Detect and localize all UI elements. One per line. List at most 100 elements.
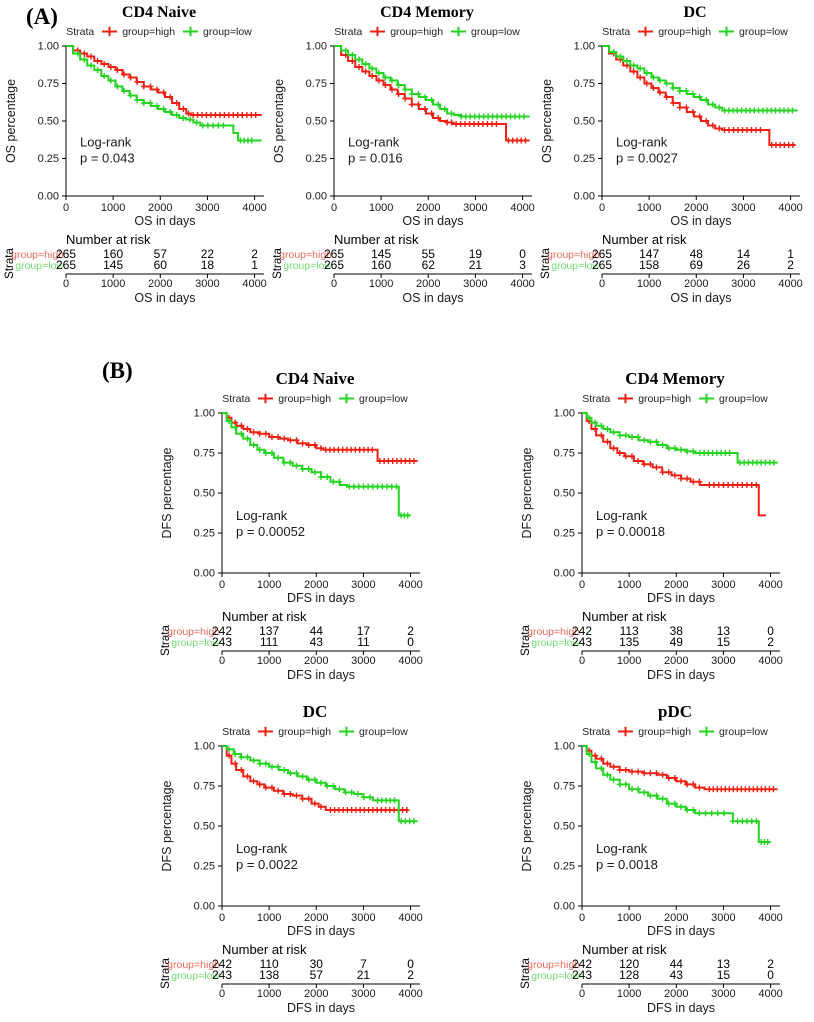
svg-text:0.75: 0.75 <box>306 78 327 90</box>
plus-marker-icon <box>370 26 386 37</box>
chart-legend: Strata group=high group=low <box>158 723 426 740</box>
km-plot: 0.00 0.25 0.50 0.75 1.00 0 1000 2000 3000 4000 DFS… <box>158 407 426 687</box>
risk-strata-label: Strata <box>520 958 532 989</box>
risk-count: 30 <box>310 957 324 971</box>
svg-text:p = 0.00018: p = 0.00018 <box>596 524 665 539</box>
risk-x-axis-label: DFS in days <box>287 668 355 682</box>
svg-text:0.00: 0.00 <box>194 568 215 580</box>
km-chart-dc: DC Strata group=high group=low 0.00 0.25 0… <box>538 2 806 310</box>
x-axis-label: DFS in days <box>287 924 355 938</box>
censor-marks-low <box>74 50 255 144</box>
svg-text:0.75: 0.75 <box>38 78 59 90</box>
legend-label: group=low <box>739 25 788 38</box>
svg-text:2000: 2000 <box>148 202 172 214</box>
x-axis <box>65 195 264 200</box>
risk-count: 0 <box>767 968 774 982</box>
risk-count: 138 <box>259 968 279 982</box>
svg-text:4000: 4000 <box>398 579 422 591</box>
censor-marks-low <box>586 751 771 845</box>
plus-marker-icon <box>699 726 715 737</box>
risk-x-axis-label: DFS in days <box>287 1001 355 1015</box>
x-tick-labels: 0 1000 2000 3000 4000 <box>63 202 267 214</box>
svg-text:3000: 3000 <box>711 912 735 924</box>
risk-count: 110 <box>260 957 279 971</box>
chart-title: DC <box>302 702 328 721</box>
risk-count: 21 <box>357 968 371 982</box>
svg-text:3000: 3000 <box>351 579 375 591</box>
risk-count: 265 <box>324 247 344 261</box>
risk-count: 1 <box>251 258 258 272</box>
chart-title: CD4 Naive <box>121 4 197 21</box>
svg-text:0.50: 0.50 <box>554 821 575 833</box>
svg-text:p = 0.0018: p = 0.0018 <box>596 857 658 872</box>
svg-text:0: 0 <box>579 988 585 1000</box>
svg-text:1000: 1000 <box>257 579 281 591</box>
risk-row-label: group=high <box>527 626 580 638</box>
plus-marker-icon <box>618 726 634 737</box>
risk-axis <box>581 650 780 655</box>
risk-strata-label: Strata <box>272 248 284 279</box>
svg-text:3000: 3000 <box>711 988 735 1000</box>
plus-marker-icon <box>618 393 634 404</box>
risk-strata-label: Strata <box>160 958 172 989</box>
y-axis <box>578 745 583 907</box>
plus-marker-icon <box>719 26 735 37</box>
x-axis <box>581 905 780 910</box>
km-plot: 0.00 0.25 0.50 0.75 1.00 0 1000 2000 3000 4000 DFS… <box>158 740 426 1020</box>
svg-text:3000: 3000 <box>731 278 755 290</box>
svg-text:3000: 3000 <box>463 278 487 290</box>
svg-text:4000: 4000 <box>778 202 802 214</box>
svg-text:1.00: 1.00 <box>574 41 595 53</box>
svg-text:2000: 2000 <box>148 278 172 290</box>
km-chart-cd4-memory: CD4 Memory Strata group=high group=low 0… <box>518 368 786 687</box>
risk-count: 265 <box>324 258 344 272</box>
risk-row-label: group=low <box>283 260 332 272</box>
svg-text:2000: 2000 <box>416 202 440 214</box>
legend-label: group=low <box>719 725 768 738</box>
svg-text:0.75: 0.75 <box>574 78 595 90</box>
risk-count: 2 <box>767 957 774 971</box>
svg-text:0: 0 <box>331 202 337 214</box>
svg-text:Log-rank: Log-rank <box>80 135 132 150</box>
risk-count: 242 <box>212 624 232 638</box>
svg-text:4000: 4000 <box>242 278 266 290</box>
x-axis-label: OS in days <box>402 214 463 228</box>
risk-count: 265 <box>592 258 612 272</box>
svg-text:0.25: 0.25 <box>574 153 595 165</box>
svg-text:p = 0.043: p = 0.043 <box>80 151 135 166</box>
svg-text:0.50: 0.50 <box>574 116 595 128</box>
svg-text:0: 0 <box>599 278 605 290</box>
risk-row-label: group=low <box>551 260 600 272</box>
svg-text:2000: 2000 <box>304 579 328 591</box>
censor-marks-low <box>610 49 796 114</box>
svg-text:0.00: 0.00 <box>194 901 215 913</box>
svg-text:2000: 2000 <box>304 912 328 924</box>
km-plot-svg: 0.00 0.25 0.50 0.75 1.00 0 1000 2000 3000 4000 DFS… <box>520 741 783 1015</box>
panel-a-charts-row: CD4 Naive Strata group=high group=low 0.… <box>0 0 814 310</box>
svg-text:3000: 3000 <box>195 278 219 290</box>
risk-count: 265 <box>592 247 612 261</box>
svg-text:2000: 2000 <box>684 278 708 290</box>
legend-item-high: group=high <box>617 393 691 405</box>
svg-text:1000: 1000 <box>257 912 281 924</box>
svg-text:0.25: 0.25 <box>194 861 215 873</box>
risk-count: 158 <box>639 258 659 272</box>
svg-text:2000: 2000 <box>304 988 328 1000</box>
legend-item-high: group=high <box>617 726 691 738</box>
chart-title: CD4 Memory <box>380 4 474 21</box>
km-plot: 0.00 0.25 0.50 0.75 1.00 0 1000 2000 3000 4000 DFS… <box>518 740 786 1020</box>
risk-count: 113 <box>620 624 639 638</box>
y-axis <box>218 412 223 574</box>
svg-text:3000: 3000 <box>195 202 219 214</box>
svg-text:Log-rank: Log-rank <box>236 841 288 856</box>
censor-marks-high <box>586 747 777 793</box>
legend-label: group=high <box>390 25 444 38</box>
legend-item-low: group=low <box>338 393 408 405</box>
risk-table-title: Number at risk <box>222 609 307 624</box>
legend-strata-label: Strata <box>222 392 251 405</box>
x-axis-label: OS in days <box>670 214 731 228</box>
risk-table-title: Number at risk <box>582 609 667 624</box>
